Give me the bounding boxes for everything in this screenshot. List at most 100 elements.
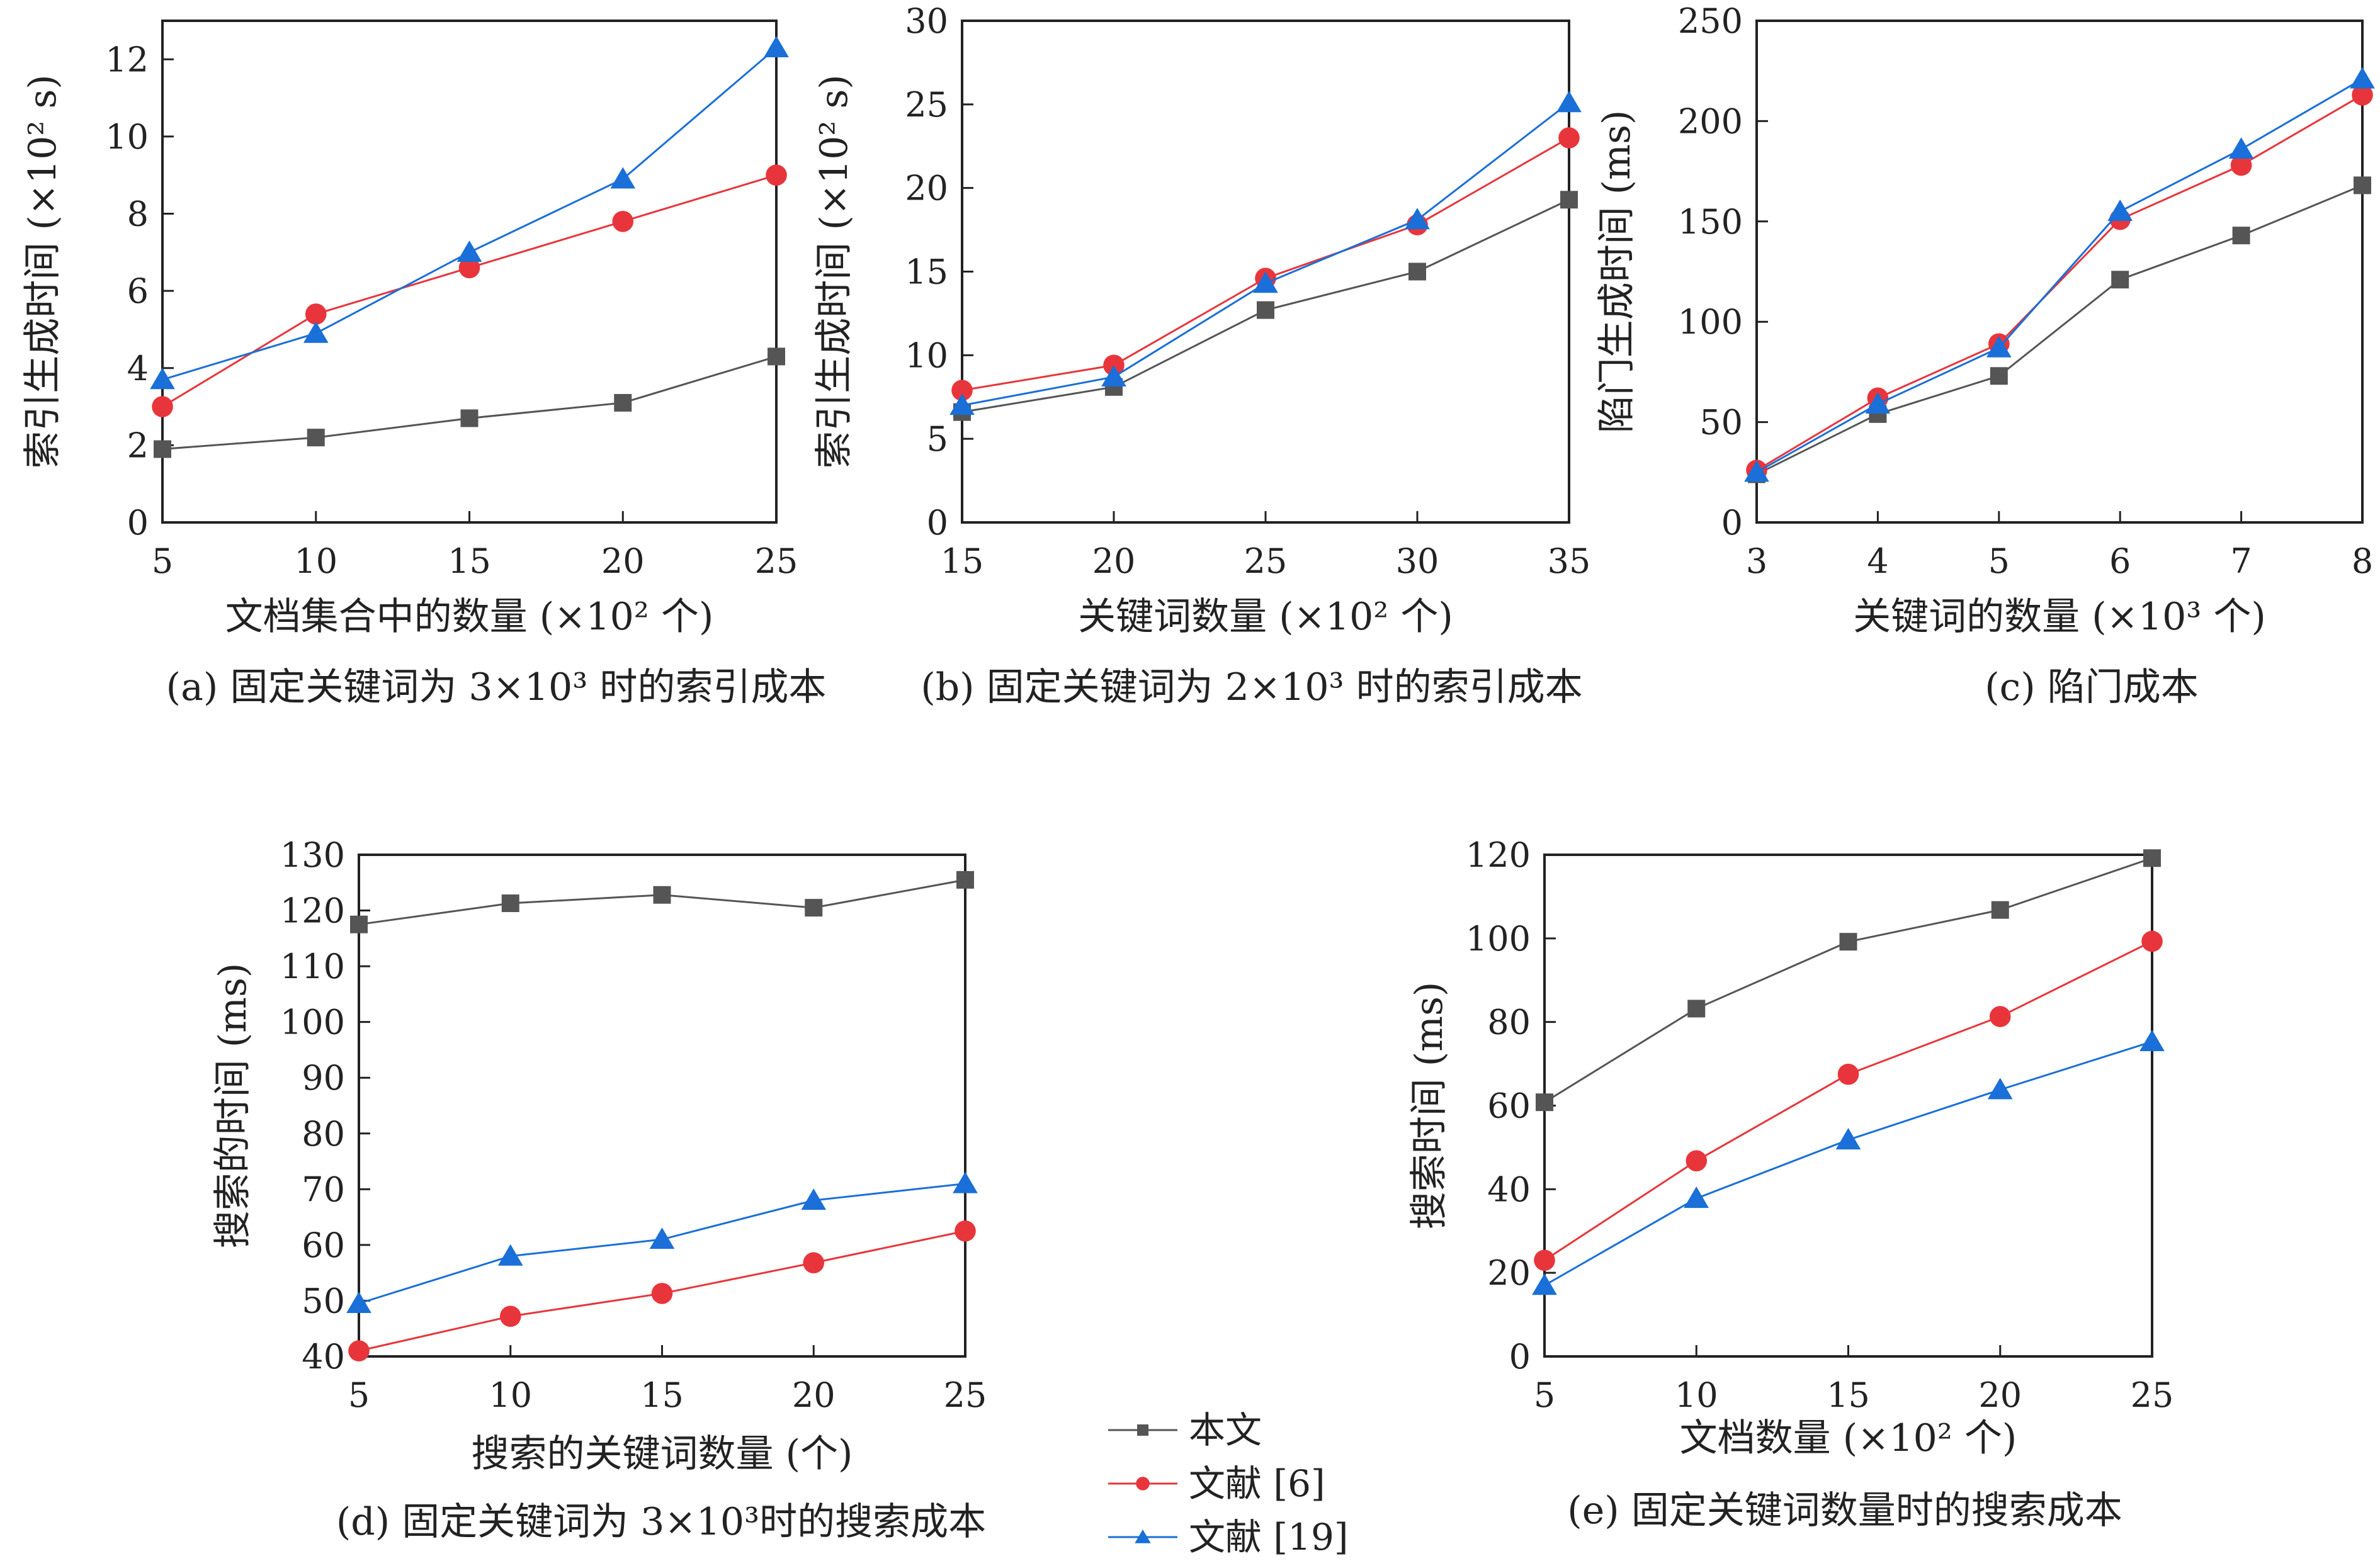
- y-tick-label: 25: [905, 85, 948, 125]
- x-tick-label: 35: [1548, 541, 1591, 581]
- data-point: [956, 871, 974, 889]
- y-axis-label: 陷门生成时间 (ms): [1595, 110, 1639, 434]
- legend-label: 文献 [6]: [1189, 1462, 1325, 1505]
- series-line: [1756, 94, 2363, 471]
- y-tick-label: 10: [105, 117, 149, 157]
- x-tick-label: 7: [2230, 541, 2252, 581]
- data-point: [1839, 933, 1857, 951]
- x-tick-label: 25: [2131, 1375, 2174, 1415]
- chart-caption: (a) 固定关键词为 3×10³ 时的索引成本: [166, 665, 827, 709]
- y-tick-label: 70: [302, 1169, 345, 1209]
- y-tick-label: 80: [1487, 1003, 1531, 1042]
- y-tick-label: 30: [905, 1, 948, 41]
- data-point: [1989, 1006, 2011, 1027]
- x-axis-label: 搜索的关键词数量 (个): [472, 1432, 853, 1476]
- data-point: [1534, 1249, 1555, 1271]
- y-tick-label: 5: [927, 419, 948, 459]
- data-point: [2350, 67, 2375, 89]
- x-tick-label: 5: [152, 541, 173, 581]
- legend-label: 本文: [1189, 1409, 1262, 1451]
- data-point: [501, 894, 519, 913]
- x-tick-label: 25: [944, 1375, 987, 1415]
- y-tick-label: 8: [127, 194, 149, 234]
- data-point: [949, 393, 975, 415]
- data-point: [1744, 460, 1769, 482]
- y-tick-label: 0: [927, 503, 948, 543]
- data-point: [150, 368, 175, 390]
- data-point: [1986, 335, 2012, 358]
- data-point: [1991, 901, 2009, 919]
- plot-frame: [1755, 20, 2364, 524]
- chart-caption: (e) 固定关键词数量时的搜索成本: [1567, 1489, 2122, 1533]
- x-tick-label: 6: [2109, 541, 2131, 581]
- x-tick-label: 10: [294, 541, 337, 581]
- y-axis-label: 搜索的时间 (ms): [211, 963, 255, 1249]
- data-point: [805, 899, 823, 917]
- data-point: [649, 1227, 675, 1249]
- data-point: [1536, 1093, 1553, 1112]
- data-point: [1405, 208, 1430, 230]
- chart-caption: (c) 陷门成本: [1985, 665, 2199, 709]
- x-tick-label: 25: [755, 541, 798, 581]
- plot-frame: [1543, 854, 2153, 1358]
- data-point: [2230, 154, 2252, 176]
- data-point: [1684, 1186, 1709, 1209]
- data-point: [653, 886, 671, 904]
- y-tick-label: 150: [1678, 202, 1743, 242]
- y-tick-label: 50: [1699, 403, 1743, 442]
- data-point: [955, 1220, 976, 1242]
- x-tick-label: 20: [1978, 1375, 2022, 1415]
- data-point: [2139, 1029, 2165, 1052]
- x-tick-label: 10: [1675, 1375, 1718, 1415]
- series-line: [1756, 78, 2363, 473]
- y-axis-label: 搜索时间 (ms): [1407, 982, 1451, 1230]
- data-point: [2111, 271, 2129, 289]
- y-tick-label: 200: [1678, 101, 1743, 141]
- x-tick-label: 5: [1534, 1375, 1555, 1415]
- data-point: [307, 429, 325, 447]
- chart-panel-1: 0 2 4 6 8 10 12 5 10 15 20 25 文档集合中的数量 (×10² 个) 索引生成时…: [21, 20, 827, 709]
- x-tick-label: 15: [448, 541, 491, 581]
- legend-marker: [1136, 1477, 1150, 1491]
- y-tick-label: 80: [302, 1114, 345, 1154]
- data-point: [764, 36, 789, 58]
- y-tick-label: 0: [127, 503, 149, 543]
- chart-panel-2: 0 5 10 15 20 25 30 15 20 25 30 35 关键词数量 (×10² 个) 索引生成…: [812, 1, 1590, 709]
- x-tick-label: 3: [1746, 541, 1767, 581]
- y-tick-label: 100: [1678, 302, 1743, 342]
- y-tick-label: 40: [302, 1337, 345, 1377]
- series-line: [162, 47, 777, 381]
- y-tick-label: 250: [1678, 1, 1743, 41]
- data-point: [154, 440, 171, 458]
- y-tick-label: 60: [1487, 1086, 1531, 1126]
- data-point: [610, 167, 636, 189]
- y-tick-label: 120: [280, 891, 345, 931]
- data-point: [2354, 176, 2371, 194]
- series-line: [961, 101, 1570, 407]
- y-tick-label: 100: [280, 1003, 345, 1042]
- data-point: [497, 1244, 523, 1266]
- x-tick-label: 8: [2352, 541, 2373, 581]
- x-axis-label: 关键词的数量 (×10³ 个): [1853, 595, 2266, 639]
- data-point: [801, 1188, 827, 1210]
- chart-panel-5: 0 20 40 60 80 100 120 5 10 15 20 25 文档数量 (×10² 个) 搜索时…: [1407, 835, 2173, 1533]
- data-point: [456, 240, 482, 262]
- x-tick-label: 15: [640, 1375, 684, 1415]
- chart-panel-3: 0 50 100 150 200 250 3 4 5 6 7 8 关键词的数量 (×10³ 个) 陷门生成…: [1595, 1, 2375, 709]
- data-point: [1257, 301, 1274, 319]
- data-point: [1686, 1150, 1708, 1171]
- x-tick-label: 20: [1092, 541, 1136, 581]
- data-point: [953, 1171, 978, 1193]
- x-tick-label: 5: [348, 1375, 370, 1415]
- data-point: [499, 1305, 521, 1327]
- data-point: [1558, 127, 1580, 149]
- data-point: [2141, 930, 2163, 952]
- y-tick-label: 100: [1466, 919, 1531, 959]
- series-line: [1756, 184, 2363, 475]
- legend-label: 文献 [19]: [1189, 1516, 1349, 1558]
- y-axis-label: 索引生成时间 (×10² s): [812, 74, 856, 468]
- y-tick-label: 60: [302, 1226, 345, 1265]
- x-tick-label: 15: [941, 541, 984, 581]
- y-tick-label: 40: [1487, 1169, 1531, 1209]
